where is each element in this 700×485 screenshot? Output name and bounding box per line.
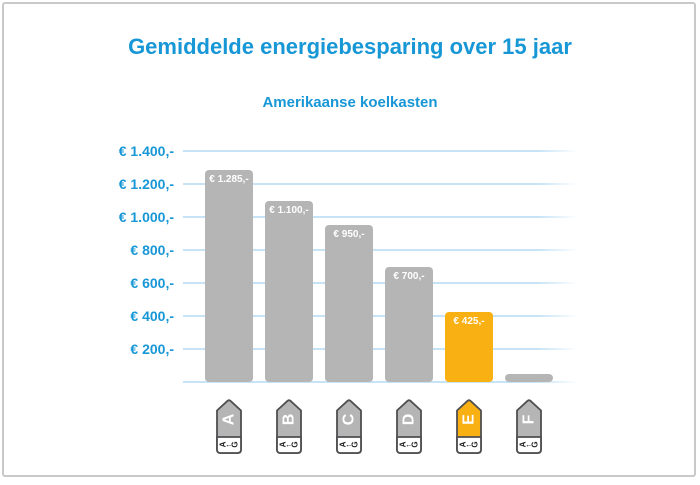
svg-text:A: A xyxy=(279,441,288,447)
gridline xyxy=(183,249,578,251)
y-axis-label: € 200,- xyxy=(130,341,174,357)
bar-B: € 1.100,- xyxy=(265,200,313,382)
svg-text:←: ← xyxy=(225,440,233,449)
chart-subtitle: Amerikaanse koelkasten xyxy=(262,94,438,111)
bar-F xyxy=(505,373,553,383)
svg-text:←: ← xyxy=(285,440,293,449)
svg-text:G: G xyxy=(231,441,240,447)
svg-text:E: E xyxy=(461,414,478,425)
svg-text:A: A xyxy=(519,441,528,447)
chart-title: Gemiddelde energiebesparing over 15 jaar xyxy=(128,34,572,59)
bar-value-label: € 700,- xyxy=(393,270,425,282)
y-axis-label: € 800,- xyxy=(130,242,174,258)
svg-text:A: A xyxy=(399,441,408,447)
svg-text:G: G xyxy=(471,441,480,447)
bar-C: € 950,- xyxy=(325,225,373,383)
y-axis-label: € 1.000,- xyxy=(118,209,174,225)
energy-label-icon-F: F A ← G xyxy=(516,399,542,454)
gridline xyxy=(183,183,578,185)
svg-text:←: ← xyxy=(345,440,353,449)
bar-D: € 700,- xyxy=(385,266,433,382)
svg-text:←: ← xyxy=(465,440,473,449)
svg-text:←: ← xyxy=(405,440,413,449)
gridline xyxy=(183,150,578,152)
y-axis-label: € 1.400,- xyxy=(118,143,174,159)
svg-text:A: A xyxy=(221,413,238,425)
energy-label-icon-A: A A ← G xyxy=(216,399,242,454)
svg-text:A: A xyxy=(219,441,228,447)
y-axis-label: € 400,- xyxy=(130,308,174,324)
svg-text:C: C xyxy=(341,413,358,425)
gridline xyxy=(183,381,578,383)
bar-value-label: € 425,- xyxy=(453,315,485,327)
svg-text:A: A xyxy=(339,441,348,447)
svg-text:B: B xyxy=(281,414,298,426)
bar-value-label: € 1.100,- xyxy=(269,204,309,216)
y-axis-label: € 600,- xyxy=(130,275,174,291)
svg-text:G: G xyxy=(411,441,420,447)
energy-label-icon-C: C A ← G xyxy=(336,399,362,454)
y-axis-label: € 1.200,- xyxy=(118,176,174,192)
svg-text:←: ← xyxy=(525,440,533,449)
svg-text:G: G xyxy=(291,441,300,447)
energy-label-icon-D: D A ← G xyxy=(396,399,422,454)
svg-text:D: D xyxy=(401,414,418,426)
bar-A: € 1.285,- xyxy=(205,170,253,382)
bar-E: € 425,- xyxy=(445,311,493,382)
svg-text:F: F xyxy=(521,414,538,424)
gridline xyxy=(183,315,578,317)
gridline xyxy=(183,282,578,284)
gridline xyxy=(183,216,578,218)
bar-value-label: € 1.285,- xyxy=(209,174,249,185)
svg-text:G: G xyxy=(531,441,540,447)
svg-text:A: A xyxy=(459,441,468,447)
svg-text:G: G xyxy=(351,441,360,447)
bar-value-label: € 950,- xyxy=(333,229,365,241)
gridline xyxy=(183,348,578,350)
energy-label-icon-E: E A ← G xyxy=(456,399,482,454)
energy-label-icon-B: B A ← G xyxy=(276,399,302,454)
